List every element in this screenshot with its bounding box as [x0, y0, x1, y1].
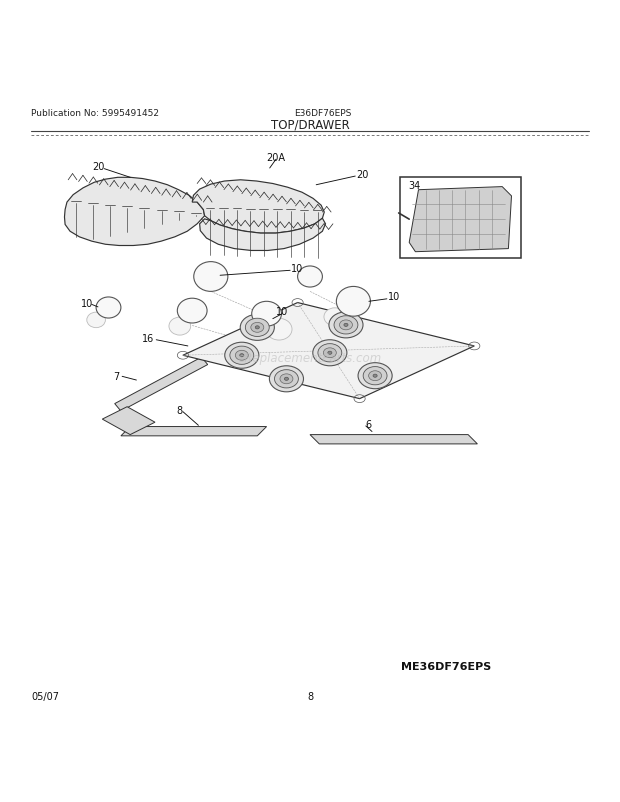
- Ellipse shape: [298, 266, 322, 288]
- Text: eReplacementParts.com: eReplacementParts.com: [238, 351, 382, 364]
- Ellipse shape: [96, 298, 121, 318]
- Text: 10: 10: [276, 307, 288, 317]
- Text: 8: 8: [307, 691, 313, 701]
- Ellipse shape: [336, 287, 371, 317]
- Ellipse shape: [358, 363, 392, 389]
- Text: 10: 10: [291, 264, 304, 273]
- Ellipse shape: [236, 350, 248, 361]
- Polygon shape: [200, 219, 326, 251]
- Text: 16: 16: [141, 334, 154, 344]
- Ellipse shape: [224, 342, 259, 369]
- Text: 7: 7: [113, 371, 120, 381]
- Ellipse shape: [241, 315, 275, 341]
- Polygon shape: [310, 435, 477, 444]
- Ellipse shape: [334, 316, 358, 334]
- Polygon shape: [102, 407, 155, 435]
- Ellipse shape: [285, 378, 288, 381]
- Polygon shape: [64, 178, 205, 246]
- Text: ME36DF76EPS: ME36DF76EPS: [401, 661, 492, 671]
- Ellipse shape: [269, 367, 304, 392]
- Text: 20: 20: [356, 170, 369, 180]
- Ellipse shape: [318, 344, 342, 363]
- Text: 10: 10: [388, 292, 401, 302]
- Polygon shape: [115, 358, 208, 411]
- Polygon shape: [183, 303, 474, 399]
- Ellipse shape: [369, 371, 381, 381]
- Text: 34: 34: [408, 180, 420, 191]
- Ellipse shape: [344, 324, 348, 327]
- Ellipse shape: [169, 318, 190, 336]
- Text: TOP/DRAWER: TOP/DRAWER: [270, 118, 350, 131]
- Polygon shape: [121, 427, 267, 436]
- Text: 8: 8: [177, 405, 183, 415]
- Ellipse shape: [240, 354, 244, 358]
- Ellipse shape: [340, 321, 352, 330]
- Ellipse shape: [280, 375, 293, 384]
- Text: 20: 20: [92, 162, 104, 172]
- Ellipse shape: [246, 319, 269, 337]
- Ellipse shape: [255, 326, 259, 330]
- Ellipse shape: [329, 313, 363, 338]
- Ellipse shape: [313, 340, 347, 367]
- Text: E36DF76EPS: E36DF76EPS: [294, 109, 351, 118]
- Text: 05/07: 05/07: [31, 691, 59, 701]
- Text: 6: 6: [366, 419, 372, 430]
- Ellipse shape: [251, 323, 264, 333]
- Ellipse shape: [324, 348, 336, 358]
- Ellipse shape: [324, 309, 346, 326]
- Ellipse shape: [373, 375, 377, 378]
- Ellipse shape: [363, 367, 387, 385]
- Ellipse shape: [230, 346, 254, 365]
- Bar: [400, 178, 521, 258]
- Text: 10: 10: [81, 299, 93, 309]
- Polygon shape: [192, 180, 324, 234]
- Ellipse shape: [328, 352, 332, 354]
- Ellipse shape: [87, 313, 105, 328]
- Ellipse shape: [266, 319, 292, 341]
- Polygon shape: [409, 188, 512, 253]
- Ellipse shape: [193, 262, 228, 292]
- Ellipse shape: [252, 302, 281, 326]
- Ellipse shape: [177, 299, 207, 323]
- Text: 20A: 20A: [267, 152, 285, 163]
- Text: Publication No: 5995491452: Publication No: 5995491452: [31, 109, 159, 118]
- Ellipse shape: [275, 371, 298, 388]
